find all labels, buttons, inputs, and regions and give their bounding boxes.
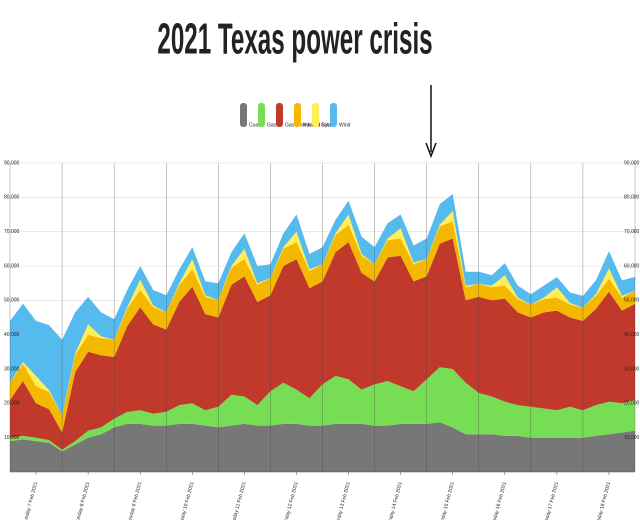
y-tick-label: 30,000 <box>4 366 20 372</box>
y2-tick-label: 40,000 <box>624 332 640 338</box>
legend-swatch <box>258 103 265 127</box>
legend-label: Gas <box>267 122 277 128</box>
legend-label: Coal <box>249 122 259 128</box>
legend-swatch <box>312 103 319 127</box>
x-tick-label: Thursday 18 Feb 2021 <box>593 481 612 520</box>
chart-title: 2021 Texas power crisis <box>157 14 432 64</box>
y2-tick-label: 50,000 <box>624 298 640 304</box>
legend-label: Gas (Combined Cycle) <box>285 122 336 128</box>
x-tick-label: Monday 15 Feb 2021 <box>438 481 456 520</box>
legend-label: Wind <box>339 122 351 128</box>
legend-label: Nuclear <box>303 122 321 128</box>
x-tick-label: Wednesday 10 Feb 2021 <box>175 481 195 520</box>
x-tick-label: Thursday 11 Feb 2021 <box>229 481 248 520</box>
legend-swatch <box>240 103 247 127</box>
x-tick-label: Sunday 7 Feb 2021 <box>22 481 39 520</box>
x-tick-label: Tuesday 9 Feb 2021 <box>126 481 144 520</box>
y-tick-label: 70,000 <box>4 229 20 235</box>
x-tick-label: Friday 12 Feb 2021 <box>283 481 300 520</box>
x-tick-label: Monday 8 Feb 2021 <box>74 481 91 520</box>
x-tick-label: Wednesday 17 Feb 2021 <box>540 481 560 520</box>
y-tick-label: 40,000 <box>4 332 20 338</box>
y2-tick-label: 70,000 <box>624 229 640 235</box>
y2-tick-label: 20,000 <box>624 401 640 407</box>
x-tick-label: Tuesday 16 Feb 2021 <box>490 481 508 520</box>
legend-swatch <box>330 103 337 127</box>
arrow-head <box>425 142 437 159</box>
legend-swatch <box>294 103 301 127</box>
y2-tick-label: 30,000 <box>624 366 640 372</box>
x-tick-label: Saturday 13 Feb 2021 <box>333 481 352 520</box>
y-tick-label: 10,000 <box>4 435 20 441</box>
legend-swatch <box>276 103 283 127</box>
annotation-arrow <box>425 85 437 159</box>
y-tick-label: 20,000 <box>4 401 20 407</box>
y-tick-label: 60,000 <box>4 263 20 269</box>
y-tick-label: 80,000 <box>4 195 20 201</box>
y-tick-label: 50,000 <box>4 298 20 304</box>
y-tick-label: 90,000 <box>4 160 20 166</box>
y2-tick-label: 60,000 <box>624 263 640 269</box>
legend-label: Solar <box>321 122 333 128</box>
y2-tick-label: 90,000 <box>624 160 640 166</box>
y2-tick-label: 80,000 <box>624 195 640 201</box>
y2-tick-label: 10,000 <box>624 435 640 441</box>
x-tick-label: Sunday 14 Feb 2021 <box>386 481 404 520</box>
